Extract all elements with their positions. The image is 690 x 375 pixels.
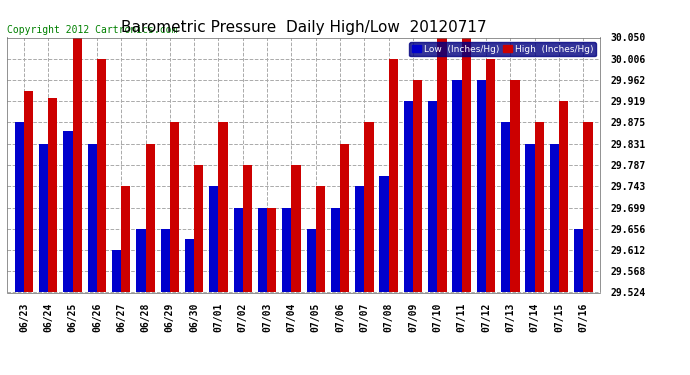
Bar: [477, 80, 486, 292]
Bar: [486, 59, 495, 292]
Text: Copyright 2012 Cartronics.com: Copyright 2012 Cartronics.com: [8, 25, 178, 35]
Bar: [219, 122, 228, 292]
Bar: [121, 186, 130, 292]
Bar: [267, 208, 277, 292]
Bar: [63, 130, 72, 292]
Bar: [306, 228, 316, 292]
Bar: [364, 122, 374, 292]
Bar: [525, 144, 535, 292]
Bar: [233, 208, 243, 292]
Bar: [501, 122, 511, 292]
Bar: [413, 80, 422, 292]
Bar: [583, 122, 593, 292]
Title: Barometric Pressure  Daily High/Low  20120717: Barometric Pressure Daily High/Low 20120…: [121, 20, 486, 35]
Bar: [574, 228, 583, 292]
Bar: [137, 228, 146, 292]
Bar: [453, 80, 462, 292]
Bar: [355, 186, 364, 292]
Bar: [535, 122, 544, 292]
Bar: [72, 38, 82, 292]
Bar: [14, 122, 24, 292]
Bar: [559, 101, 568, 292]
Bar: [97, 59, 106, 292]
Bar: [388, 59, 398, 292]
Bar: [380, 176, 388, 292]
Bar: [88, 144, 97, 292]
Bar: [243, 165, 252, 292]
Bar: [146, 144, 155, 292]
Bar: [39, 144, 48, 292]
Bar: [258, 208, 267, 292]
Bar: [282, 208, 291, 292]
Bar: [185, 239, 194, 292]
Bar: [316, 186, 325, 292]
Bar: [170, 122, 179, 292]
Bar: [550, 144, 559, 292]
Bar: [161, 228, 170, 292]
Bar: [437, 38, 446, 292]
Bar: [209, 186, 219, 292]
Bar: [194, 165, 204, 292]
Bar: [511, 80, 520, 292]
Bar: [340, 144, 349, 292]
Bar: [331, 208, 340, 292]
Legend: Low  (Inches/Hg), High  (Inches/Hg): Low (Inches/Hg), High (Inches/Hg): [409, 42, 595, 56]
Bar: [112, 250, 121, 292]
Bar: [462, 38, 471, 292]
Bar: [404, 101, 413, 292]
Bar: [291, 165, 301, 292]
Bar: [48, 98, 57, 292]
Bar: [24, 91, 33, 292]
Bar: [428, 101, 437, 292]
